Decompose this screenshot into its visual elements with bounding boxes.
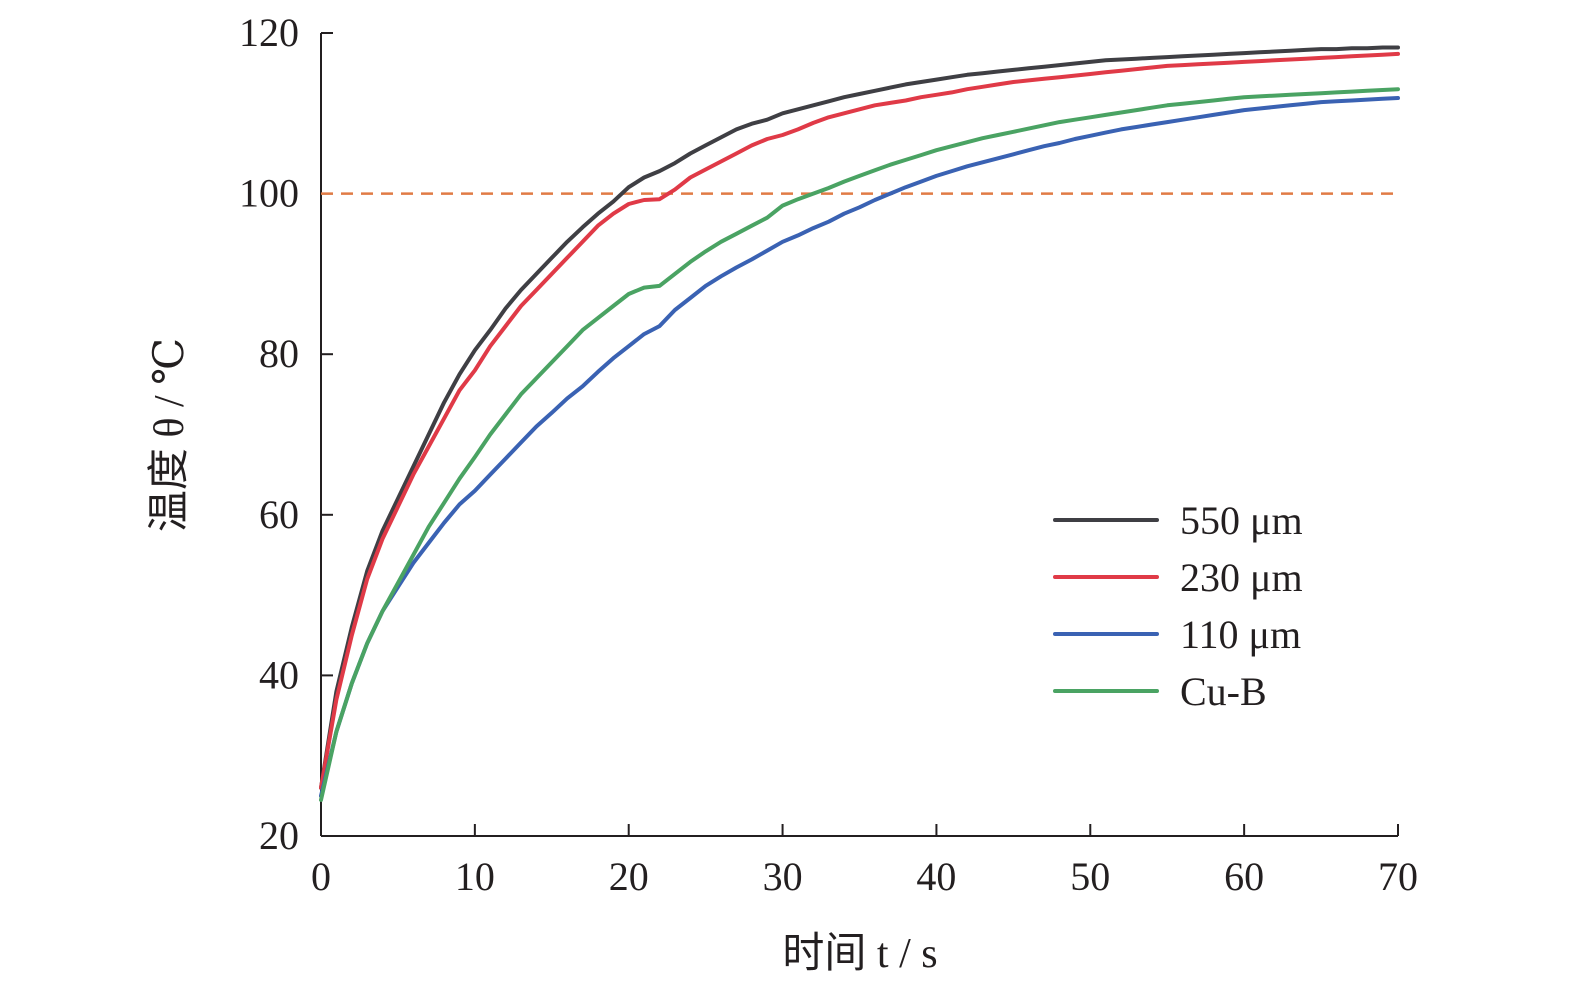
legend-label: 550 μm xyxy=(1180,498,1303,543)
x-tick-label: 0 xyxy=(311,854,331,899)
legend-label: Cu-B xyxy=(1180,669,1267,714)
x-axis-title: 时间 t / s xyxy=(782,931,937,977)
legend-label: 110 μm xyxy=(1180,612,1301,657)
x-tick-label: 40 xyxy=(916,854,956,899)
y-tick-label: 100 xyxy=(239,171,299,216)
series-line-1 xyxy=(319,51,1400,790)
axes: 20 40 60 80 100 120 0 10 20 30 40 50 60 70 xyxy=(239,10,1418,899)
x-tick-label: 70 xyxy=(1378,854,1418,899)
series-line-2 xyxy=(319,96,1400,798)
x-tick-label: 60 xyxy=(1224,854,1264,899)
x-tick-label: 10 xyxy=(455,854,495,899)
series-line-0 xyxy=(319,45,1400,790)
x-tick-label: 20 xyxy=(609,854,649,899)
legend-label: 230 μm xyxy=(1180,555,1303,600)
y-tick-label: 120 xyxy=(239,10,299,55)
y-tick-label: 40 xyxy=(259,652,299,697)
y-axis-ticks: 20 40 60 80 100 120 xyxy=(239,10,333,858)
series-lines xyxy=(319,45,1400,802)
x-tick-label: 30 xyxy=(763,854,803,899)
y-axis-title: 温度 θ / ℃ xyxy=(147,338,193,532)
y-tick-label: 80 xyxy=(259,331,299,376)
series-line-3 xyxy=(319,87,1400,802)
y-tick-label: 20 xyxy=(259,813,299,858)
x-tick-label: 50 xyxy=(1070,854,1110,899)
legend: 550 μm 230 μm 110 μm Cu-B xyxy=(1053,498,1303,714)
y-tick-label: 60 xyxy=(259,492,299,537)
x-axis-ticks: 0 10 20 30 40 50 60 70 xyxy=(311,824,1418,899)
